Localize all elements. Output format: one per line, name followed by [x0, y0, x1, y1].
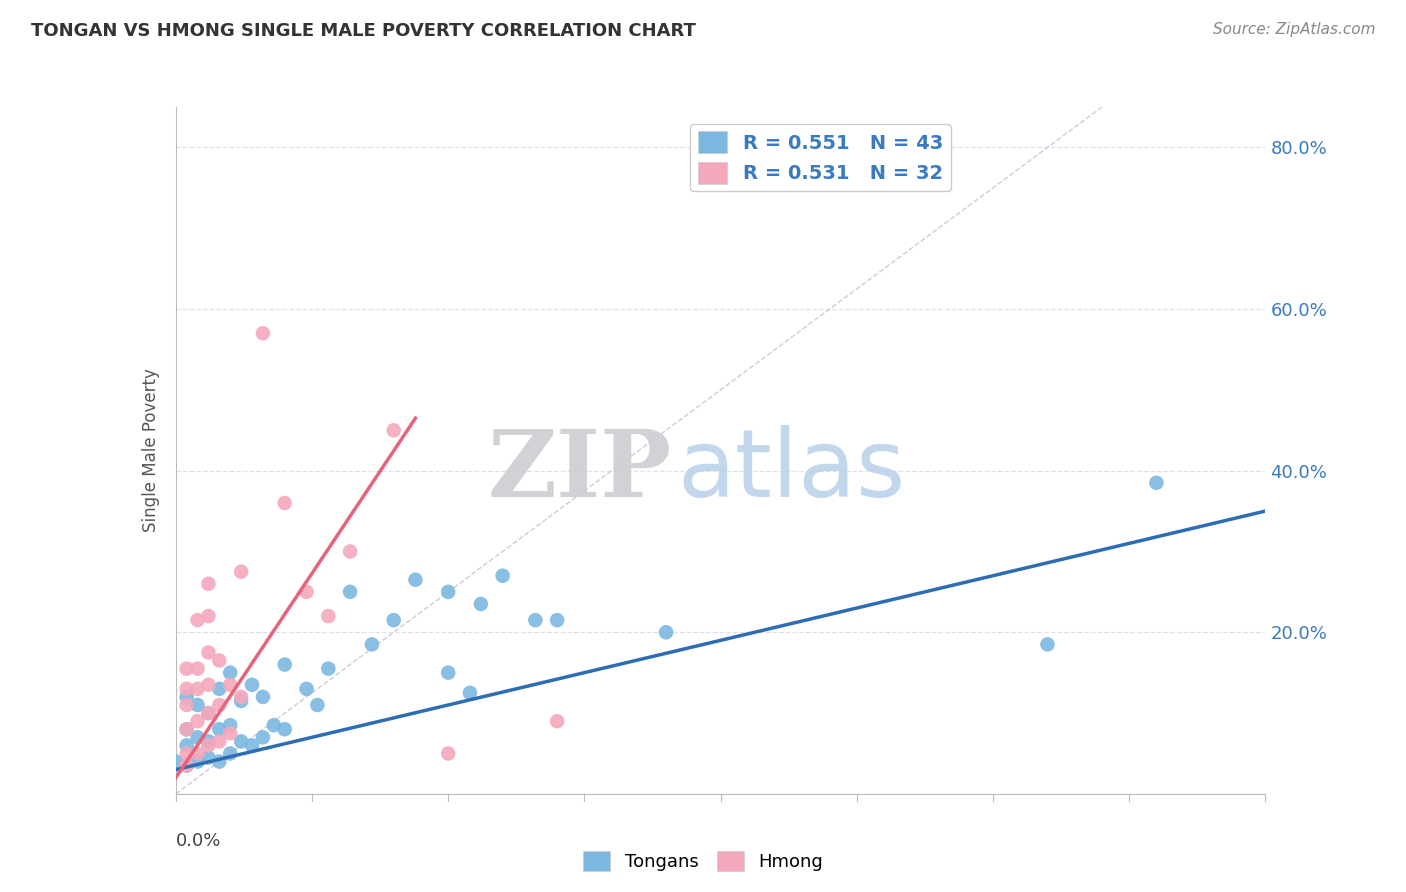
Point — [197, 609, 219, 624]
Point — [176, 690, 198, 704]
Point — [231, 694, 253, 708]
Point — [186, 714, 209, 728]
Point — [263, 718, 285, 732]
Point — [186, 681, 209, 696]
Point — [176, 758, 198, 772]
Point — [382, 613, 405, 627]
Point — [208, 755, 231, 769]
Legend: Tongans, Hmong: Tongans, Hmong — [576, 844, 830, 879]
Point — [274, 723, 297, 737]
Point — [176, 723, 198, 737]
Point — [382, 423, 405, 437]
Point — [274, 496, 297, 510]
Point — [219, 747, 242, 761]
Point — [197, 706, 219, 720]
Point — [197, 645, 219, 659]
Point — [208, 723, 231, 737]
Point — [186, 662, 209, 676]
Point — [197, 739, 219, 753]
Text: 0.0%: 0.0% — [176, 831, 221, 850]
Point — [252, 731, 274, 745]
Point — [307, 698, 329, 712]
Text: TONGAN VS HMONG SINGLE MALE POVERTY CORRELATION CHART: TONGAN VS HMONG SINGLE MALE POVERTY CORR… — [31, 22, 696, 40]
Point — [197, 678, 219, 692]
Point — [274, 657, 297, 672]
Point — [186, 747, 209, 761]
Point — [208, 698, 231, 712]
Text: ZIP: ZIP — [488, 426, 672, 516]
Point — [360, 637, 382, 651]
Point — [524, 613, 547, 627]
Point — [231, 734, 253, 748]
Point — [339, 544, 361, 558]
Point — [318, 662, 340, 676]
Point — [165, 755, 187, 769]
Point — [186, 755, 209, 769]
Point — [458, 686, 481, 700]
Point — [219, 678, 242, 692]
Point — [208, 734, 231, 748]
Point — [176, 739, 198, 753]
Point — [240, 739, 263, 753]
Point — [470, 597, 492, 611]
Point — [546, 613, 568, 627]
Point — [231, 690, 253, 704]
Point — [197, 706, 219, 720]
Point — [186, 698, 209, 712]
Point — [208, 681, 231, 696]
Point — [492, 568, 515, 582]
Point — [437, 665, 460, 680]
Legend: R = 0.551   N = 43, R = 0.531   N = 32: R = 0.551 N = 43, R = 0.531 N = 32 — [690, 124, 950, 191]
Point — [176, 681, 198, 696]
Point — [1036, 637, 1059, 651]
Point — [219, 718, 242, 732]
Point — [252, 326, 274, 341]
Point — [176, 698, 198, 712]
Point — [186, 613, 209, 627]
Point — [219, 726, 242, 740]
Point — [318, 609, 340, 624]
Point — [655, 625, 678, 640]
Text: atlas: atlas — [678, 425, 905, 517]
Y-axis label: Single Male Poverty: Single Male Poverty — [142, 368, 160, 533]
Point — [197, 750, 219, 764]
Point — [176, 723, 198, 737]
Point — [252, 690, 274, 704]
Point — [186, 731, 209, 745]
Point — [197, 576, 219, 591]
Point — [405, 573, 427, 587]
Point — [176, 758, 198, 772]
Point — [176, 747, 198, 761]
Point — [240, 678, 263, 692]
Point — [437, 585, 460, 599]
Point — [231, 565, 253, 579]
Point — [295, 585, 318, 599]
Point — [219, 665, 242, 680]
Point — [546, 714, 568, 728]
Point — [295, 681, 318, 696]
Point — [208, 654, 231, 668]
Point — [339, 585, 361, 599]
Point — [437, 747, 460, 761]
Point — [1144, 475, 1167, 490]
Text: Source: ZipAtlas.com: Source: ZipAtlas.com — [1212, 22, 1375, 37]
Point — [197, 734, 219, 748]
Point — [176, 662, 198, 676]
